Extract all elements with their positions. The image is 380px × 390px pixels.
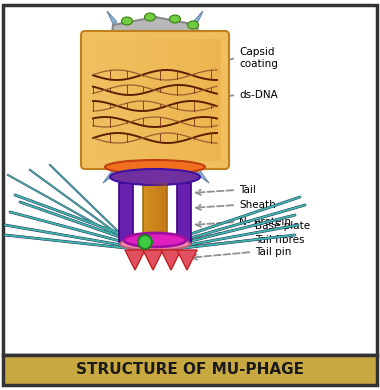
Polygon shape bbox=[103, 172, 114, 183]
Polygon shape bbox=[193, 11, 203, 24]
Ellipse shape bbox=[201, 86, 212, 94]
Polygon shape bbox=[161, 250, 181, 270]
Text: ds-DNA: ds-DNA bbox=[239, 90, 278, 100]
Bar bbox=[201, 39, 208, 161]
Ellipse shape bbox=[124, 233, 186, 247]
Ellipse shape bbox=[105, 160, 205, 174]
Bar bbox=[157, 183, 159, 242]
Polygon shape bbox=[97, 70, 108, 80]
Ellipse shape bbox=[149, 175, 160, 183]
Bar bbox=[175, 39, 181, 161]
Bar bbox=[149, 183, 151, 242]
Polygon shape bbox=[143, 250, 163, 270]
Bar bbox=[102, 39, 109, 161]
Bar bbox=[96, 39, 102, 161]
Text: N- protein: N- protein bbox=[239, 217, 291, 227]
Bar bbox=[159, 183, 161, 242]
Bar bbox=[149, 39, 155, 161]
Bar bbox=[119, 183, 133, 242]
Bar bbox=[155, 183, 157, 242]
Bar bbox=[168, 39, 175, 161]
Bar bbox=[89, 39, 96, 161]
Bar bbox=[142, 39, 149, 161]
Ellipse shape bbox=[169, 15, 180, 23]
Ellipse shape bbox=[101, 141, 112, 149]
Bar bbox=[155, 39, 162, 161]
FancyBboxPatch shape bbox=[81, 31, 229, 169]
Ellipse shape bbox=[187, 21, 198, 29]
Bar bbox=[109, 39, 116, 161]
Bar bbox=[128, 39, 135, 161]
Bar bbox=[143, 183, 145, 242]
Bar bbox=[195, 39, 201, 161]
Bar bbox=[116, 39, 122, 161]
Bar bbox=[122, 39, 128, 161]
Polygon shape bbox=[198, 172, 209, 183]
Ellipse shape bbox=[100, 86, 111, 94]
Polygon shape bbox=[177, 250, 197, 270]
Ellipse shape bbox=[174, 171, 185, 179]
Ellipse shape bbox=[100, 116, 111, 124]
Bar bbox=[143, 183, 167, 242]
Bar bbox=[145, 183, 147, 242]
Polygon shape bbox=[125, 250, 145, 270]
Bar bbox=[208, 39, 214, 161]
Bar bbox=[3, 355, 377, 385]
Ellipse shape bbox=[110, 169, 200, 185]
Circle shape bbox=[138, 235, 152, 249]
Bar bbox=[188, 39, 195, 161]
Ellipse shape bbox=[100, 56, 111, 64]
Ellipse shape bbox=[195, 140, 206, 148]
Ellipse shape bbox=[144, 13, 155, 21]
Bar bbox=[177, 183, 191, 242]
Text: Capsid
coating: Capsid coating bbox=[239, 47, 278, 69]
Text: STRUCTURE OF MU-PHAGE: STRUCTURE OF MU-PHAGE bbox=[76, 362, 304, 378]
Polygon shape bbox=[204, 72, 217, 80]
Ellipse shape bbox=[200, 114, 211, 122]
Bar bbox=[3, 5, 377, 355]
Text: Tail: Tail bbox=[239, 185, 256, 195]
Bar bbox=[163, 183, 165, 242]
Polygon shape bbox=[105, 17, 205, 180]
Text: Tail pin: Tail pin bbox=[255, 247, 291, 257]
Bar bbox=[181, 39, 188, 161]
Bar bbox=[135, 39, 142, 161]
Bar bbox=[214, 39, 221, 161]
Bar bbox=[162, 39, 168, 161]
Polygon shape bbox=[107, 11, 117, 24]
Bar bbox=[147, 183, 149, 242]
Bar bbox=[161, 183, 163, 242]
Ellipse shape bbox=[201, 58, 212, 66]
Ellipse shape bbox=[120, 238, 190, 250]
Ellipse shape bbox=[122, 17, 133, 25]
Text: Tail fibres: Tail fibres bbox=[255, 235, 304, 245]
Ellipse shape bbox=[125, 171, 136, 179]
Bar bbox=[153, 183, 155, 242]
Bar bbox=[165, 183, 167, 242]
Text: Sheath: Sheath bbox=[239, 200, 276, 210]
Bar bbox=[151, 183, 153, 242]
Text: Base plate: Base plate bbox=[255, 221, 310, 231]
